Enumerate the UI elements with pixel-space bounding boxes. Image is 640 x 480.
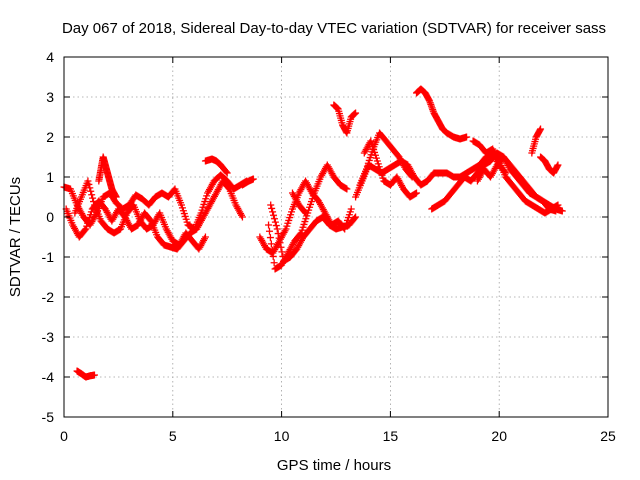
plot-frame (63, 56, 609, 418)
x-axis-label: GPS time / hours (277, 457, 391, 474)
data-point (302, 209, 310, 217)
data-points (60, 85, 566, 381)
data-point (270, 215, 278, 223)
data-point (85, 180, 93, 188)
data-point (270, 211, 278, 219)
data-point (275, 234, 283, 242)
data-point (272, 222, 280, 230)
data-point (201, 233, 209, 241)
data-point (277, 243, 285, 251)
data-point (267, 240, 275, 248)
series-track-u (73, 367, 98, 381)
data-point (347, 205, 355, 213)
x-tick-label: 5 (169, 428, 177, 444)
series-track-o (413, 85, 471, 143)
y-tick-label: 3 (46, 89, 54, 105)
data-point (270, 259, 278, 267)
y-tick-label: 1 (46, 169, 54, 185)
chart-title: Day 067 of 2018, Sidereal Day-to-day VTE… (62, 20, 606, 37)
series-track-f (238, 175, 257, 189)
data-point (86, 184, 94, 192)
data-point (537, 125, 545, 133)
data-point (84, 177, 92, 185)
y-tick-label: -4 (42, 369, 55, 385)
data-point (90, 371, 98, 379)
data-point (268, 246, 276, 254)
axis-ticks (63, 56, 609, 418)
data-point (267, 201, 275, 209)
y-tick-label: -2 (42, 289, 55, 305)
x-tick-label: 20 (491, 428, 507, 444)
data-point (408, 173, 416, 181)
data-point (90, 198, 98, 206)
y-tick-label: 2 (46, 129, 54, 145)
data-point (269, 252, 277, 260)
series-track-r (473, 153, 566, 215)
data-point (463, 133, 471, 141)
y-tick-label: 4 (46, 49, 54, 65)
data-point (352, 213, 360, 221)
series-track-d (95, 153, 120, 201)
series-track-j (288, 189, 310, 217)
series-track-e (201, 155, 231, 177)
data-point (301, 208, 309, 216)
data-point (352, 109, 360, 117)
data-point (265, 221, 273, 229)
data-point (87, 187, 95, 195)
data-point (266, 234, 274, 242)
data-point (274, 230, 282, 238)
data-point (238, 213, 246, 221)
x-tick-label: 25 (600, 428, 616, 444)
data-point (268, 204, 276, 212)
y-tick-label: -5 (42, 409, 55, 425)
y-tick-label: -1 (42, 249, 55, 265)
data-point (413, 189, 421, 197)
series-track-i (267, 201, 360, 265)
data-point (351, 214, 359, 222)
series-track-t (537, 153, 562, 177)
y-tick-label: -3 (42, 329, 55, 345)
series-track-s (528, 125, 545, 157)
data-point (88, 191, 96, 199)
series-track-k (330, 101, 360, 137)
data-point (81, 226, 89, 234)
x-tick-label: 10 (274, 428, 290, 444)
data-point (278, 248, 286, 256)
data-point (269, 208, 277, 216)
data-point (554, 161, 562, 169)
data-point (265, 227, 273, 235)
data-point (112, 193, 120, 201)
series-track-c (71, 177, 209, 253)
series-track-n (360, 137, 421, 201)
data-point (407, 172, 415, 180)
data-point (273, 225, 281, 233)
y-tick-label: 0 (46, 209, 54, 225)
data-point (276, 239, 284, 247)
data-point (271, 218, 279, 226)
data-point (223, 169, 231, 177)
data-point (249, 175, 257, 183)
x-tick-label: 15 (383, 428, 399, 444)
data-point (89, 194, 97, 202)
data-point (343, 185, 351, 193)
data-point (222, 168, 230, 176)
tick-labels: 0 5 10 15 20 25 -5 -4 -3 -2 -1 0 1 2 3 4 (42, 49, 616, 444)
data-point (558, 207, 566, 215)
x-tick-label: 0 (60, 428, 68, 444)
y-axis-label: SDTVAR / TECUs (7, 177, 24, 297)
